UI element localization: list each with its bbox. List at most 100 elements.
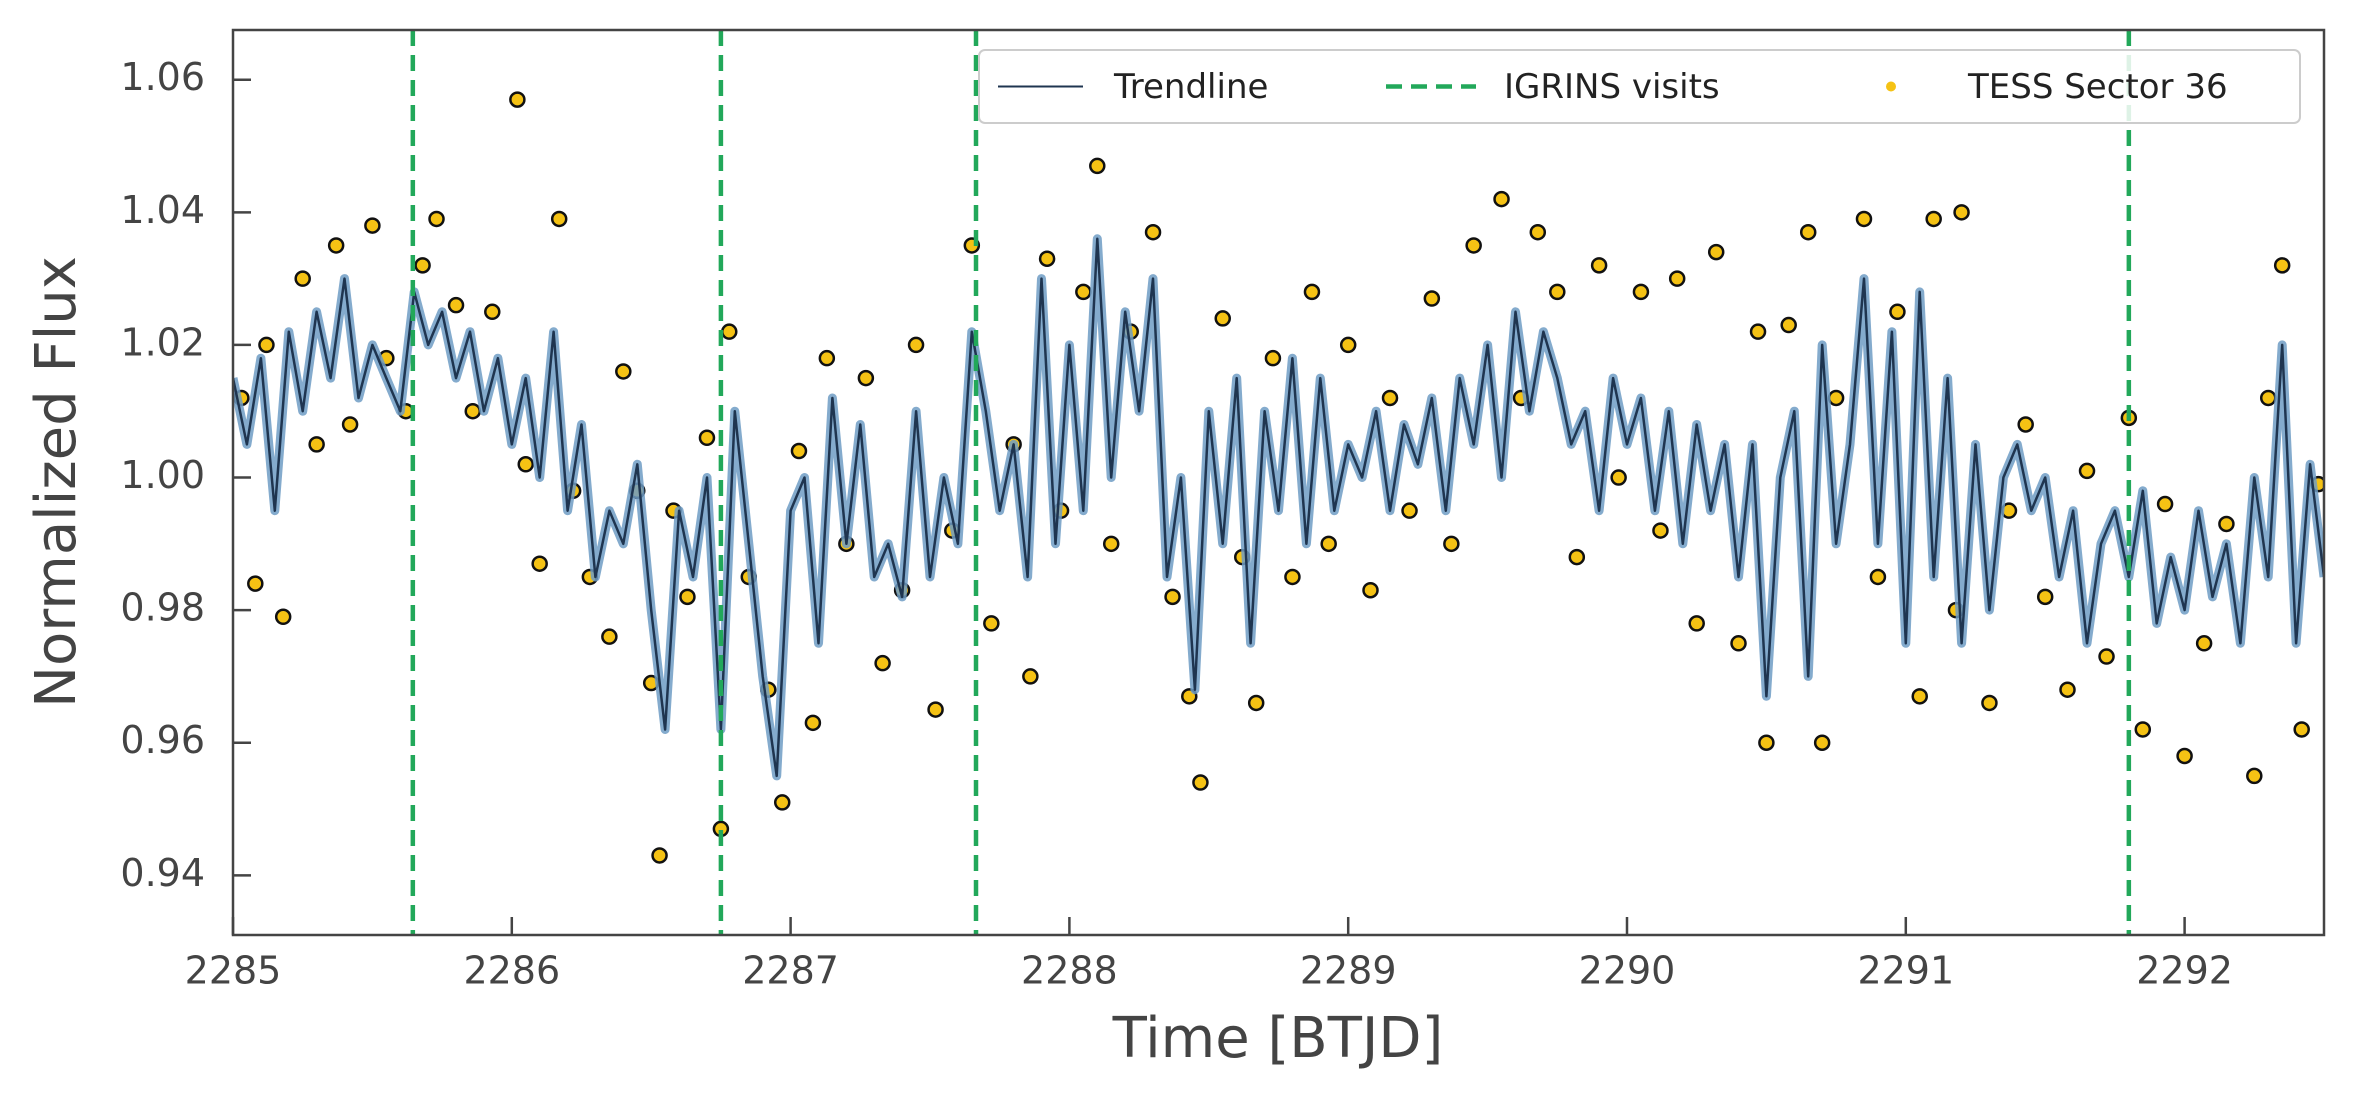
data-point	[804, 714, 822, 732]
data-point	[1089, 157, 1106, 175]
data-point	[2098, 648, 2115, 665]
data-point	[983, 615, 1000, 632]
y-tick-label: 1.00	[120, 453, 205, 497]
data-point	[1889, 303, 1906, 321]
data-point	[1214, 310, 1231, 327]
data-point	[1688, 615, 1705, 632]
data-point	[2078, 462, 2096, 480]
y-tick-label: 1.04	[120, 188, 205, 232]
data-point	[414, 257, 431, 274]
data-point	[1164, 588, 1181, 606]
data-point	[1855, 210, 1873, 228]
legend: Trendline IGRINS visits TESS Sector 36	[978, 49, 2301, 124]
data-point	[1590, 257, 1608, 274]
legend-label: Trendline	[1113, 67, 1268, 107]
y-tick-label: 1.06	[120, 55, 205, 99]
legend-label: IGRINS visits	[1504, 67, 1720, 107]
data-point	[857, 369, 875, 387]
y-tick-label: 0.98	[120, 586, 205, 630]
data-point	[1401, 502, 1418, 519]
data-point	[1303, 283, 1321, 301]
data-point	[2293, 721, 2310, 738]
data-point	[790, 442, 808, 460]
data-point	[1610, 469, 1627, 486]
x-tick-label: 2290	[1579, 949, 1676, 993]
data-point	[1529, 223, 1547, 241]
data-point	[1780, 316, 1797, 334]
data-point	[1423, 290, 1441, 307]
data-point	[2059, 681, 2076, 698]
data-point	[1339, 336, 1357, 354]
data-point	[1144, 223, 1162, 241]
data-point	[1465, 237, 1482, 254]
data-point	[484, 303, 501, 321]
x-tick-label: 2286	[463, 949, 560, 993]
x-tick-label: 2289	[1300, 949, 1397, 993]
data-point	[1362, 581, 1379, 599]
data-point	[294, 270, 311, 287]
data-point	[2246, 767, 2263, 785]
x-tick-label: 2285	[185, 949, 282, 993]
data-point	[2156, 495, 2174, 513]
data-point	[2176, 747, 2193, 765]
data-point	[1264, 349, 1282, 367]
data-point	[1981, 694, 1998, 712]
data-point	[447, 296, 465, 314]
data-point	[1953, 204, 1970, 221]
data-point	[615, 363, 632, 380]
data-point	[2036, 588, 2054, 606]
x-tick-label: 2292	[2136, 949, 2233, 993]
data-point	[1075, 283, 1092, 301]
data-point	[1443, 535, 1460, 553]
data-point	[308, 436, 325, 453]
data-point	[258, 336, 275, 354]
data-point	[2017, 416, 2034, 433]
data-point	[364, 217, 381, 234]
data-point	[1758, 734, 1775, 751]
data-point	[2134, 721, 2152, 738]
data-point	[1320, 535, 1337, 553]
data-point	[874, 654, 891, 672]
data-point	[550, 210, 568, 228]
data-point	[1869, 568, 1887, 586]
y-tick-label: 0.96	[120, 718, 205, 762]
x-tick-label: 2291	[1857, 949, 1954, 993]
data-point	[773, 794, 791, 811]
y-axis-title: Normalized Flux	[24, 256, 89, 708]
data-point	[2273, 257, 2291, 274]
x-axis-title: Time [BTJD]	[1112, 1006, 1444, 1071]
data-point	[1247, 694, 1265, 712]
data-point	[1493, 190, 1510, 208]
data-point	[818, 349, 836, 367]
data-point	[1038, 250, 1056, 267]
legend-label: TESS Sector 36	[1967, 67, 2228, 107]
data-point	[1668, 270, 1686, 287]
data-point	[1632, 283, 1650, 301]
data-point	[679, 588, 696, 606]
data-point	[327, 237, 345, 254]
plot-area	[233, 30, 2324, 935]
data-point	[698, 429, 716, 446]
plot-frame	[231, 28, 2326, 937]
legend-dot	[1886, 81, 1896, 92]
data-point	[601, 628, 618, 645]
data-point	[1925, 210, 1942, 228]
data-point	[464, 402, 482, 420]
data-point	[1749, 323, 1767, 340]
legend-box	[978, 49, 2301, 124]
data-point	[341, 416, 359, 433]
data-point	[517, 456, 534, 473]
x-tick-label: 2287	[742, 949, 839, 993]
data-point	[1568, 548, 1586, 566]
data-point	[274, 608, 292, 626]
data-point	[1102, 535, 1120, 553]
data-point	[1730, 635, 1747, 652]
data-point	[531, 555, 548, 572]
data-point	[247, 575, 264, 592]
data-point	[907, 336, 925, 354]
trendline	[233, 237, 2324, 778]
data-point	[1652, 522, 1669, 539]
data-point	[721, 323, 738, 340]
